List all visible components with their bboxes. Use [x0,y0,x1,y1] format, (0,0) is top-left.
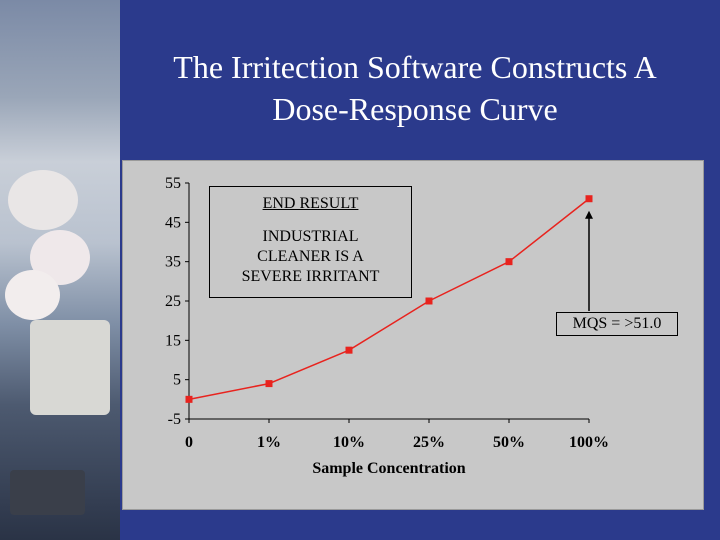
slide-title-line2: Dose-Response Curve [272,91,558,127]
slide-title-line1: The Irritection Software Constructs A [173,49,657,85]
data-point [345,346,353,354]
y-tick-label: 45 [165,214,181,231]
y-tick-label: 25 [165,293,181,310]
x-tick-label: 100% [569,434,609,451]
petri-dish-image [5,270,60,320]
y-tick-label: 35 [165,254,181,271]
x-axis-label: Sample Concentration [312,460,465,477]
data-point [425,297,433,305]
data-point [585,195,593,203]
end-result-heading: END RESULT [262,195,359,212]
end-result-line: INDUSTRIAL [262,228,359,245]
monitor-image [30,320,110,415]
lab-photo [0,0,120,540]
tray-image [10,470,85,515]
x-tick-label: 25% [413,434,445,451]
x-tick-label: 50% [493,434,525,451]
y-tick-label: 15 [165,332,181,349]
dose-response-chart: 55 45 35 25 15 5 -50 1% 10% 25% 50% 100% Sample Conc… [165,175,609,477]
x-tick-label: 0 [185,434,193,451]
data-point [505,258,513,266]
data-point [265,380,273,388]
series-line [188,198,590,401]
mqs-annotation: MQS = >51.0 [556,312,678,336]
petri-dish-image [8,170,78,230]
y-tick-label: -5 [168,411,181,428]
data-point [185,395,193,403]
mqs-arrow-head [585,210,593,219]
slide-title: The Irritection Software Constructs A Do… [130,46,700,130]
y-tick-label: 55 [165,175,181,192]
y-tick-label: 5 [173,372,181,389]
end-result-line: CLEANER IS A [257,248,364,265]
end-result-annotation: END RESULT INDUSTRIAL CLEANER IS A SEVER… [209,186,412,298]
end-result-line: SEVERE IRRITANT [241,268,380,285]
x-tick-label: 10% [333,434,365,451]
x-tick-label: 1% [257,434,281,451]
